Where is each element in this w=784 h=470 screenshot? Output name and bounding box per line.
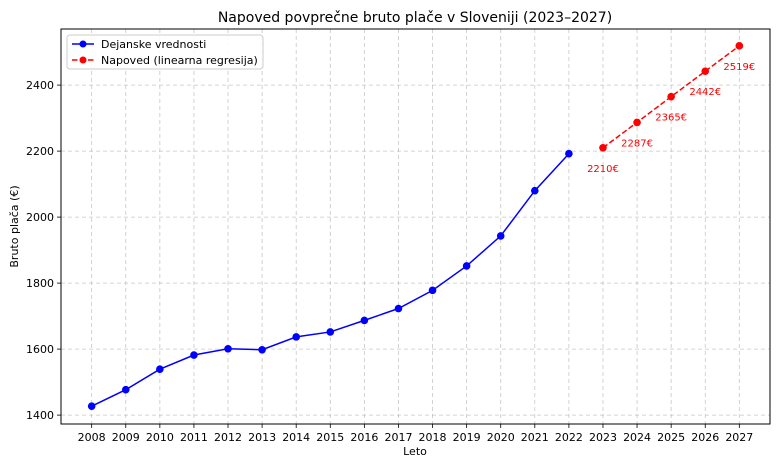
data-label: 2519€ bbox=[723, 62, 755, 73]
data-point bbox=[292, 333, 300, 341]
data-point bbox=[531, 186, 539, 195]
x-tick-label: 2024 bbox=[623, 431, 651, 444]
data-point bbox=[565, 149, 573, 158]
data-point bbox=[156, 365, 164, 374]
data-label: 2365€ bbox=[655, 113, 687, 124]
x-tick-label: 2022 bbox=[555, 431, 583, 444]
data-point bbox=[462, 262, 471, 270]
legend-marker-2 bbox=[79, 56, 87, 64]
data-point bbox=[496, 232, 505, 240]
data-point bbox=[121, 385, 130, 394]
y-tick-label: 1400 bbox=[26, 409, 54, 422]
plot-frame bbox=[60, 28, 771, 425]
data-point bbox=[190, 351, 198, 359]
data-point bbox=[428, 286, 437, 295]
x-tick-label: 2018 bbox=[419, 431, 447, 444]
series-layer: 2210€ 2287€ 2365€ 2442€ 2519€ bbox=[87, 42, 755, 410]
x-axis-ticks: 2008 2009 2010 2011 2012 2013 2014 2015 2016 2017… bbox=[78, 424, 753, 444]
x-tick-label: 2026 bbox=[691, 431, 719, 444]
x-tick-label: 2021 bbox=[521, 431, 549, 444]
data-label: 2210€ bbox=[587, 164, 619, 175]
x-tick-label: 2009 bbox=[112, 431, 140, 444]
data-point bbox=[394, 304, 403, 313]
x-tick-label: 2008 bbox=[78, 431, 106, 444]
y-axis-ticks: 1400 1600 1800 2000 2200 2400 bbox=[26, 79, 61, 422]
x-tick-label: 2019 bbox=[453, 431, 481, 444]
y-tick-label: 2400 bbox=[26, 79, 54, 92]
y-tick-label: 2200 bbox=[26, 145, 54, 158]
data-point bbox=[667, 92, 675, 101]
legend-label-2: Napoved (linearna regresija) bbox=[101, 54, 258, 67]
data-label: 2287€ bbox=[621, 138, 653, 149]
data-point bbox=[599, 143, 607, 152]
x-tick-label: 2013 bbox=[248, 431, 276, 444]
legend: Dejanske vrednosti Napoved (linearna regr… bbox=[66, 34, 264, 70]
legend-marker-1 bbox=[79, 40, 87, 48]
y-tick-label: 1600 bbox=[26, 343, 54, 356]
data-label: 2442€ bbox=[689, 87, 721, 98]
y-tick-label: 1800 bbox=[26, 277, 54, 290]
data-point bbox=[87, 402, 96, 410]
x-tick-label: 2020 bbox=[487, 431, 515, 444]
x-tick-label: 2010 bbox=[146, 431, 174, 444]
x-tick-label: 2025 bbox=[657, 431, 685, 444]
data-point bbox=[735, 42, 744, 50]
data-point bbox=[701, 67, 710, 76]
data-point bbox=[360, 316, 369, 325]
y-tick-label: 2000 bbox=[26, 211, 54, 224]
grid bbox=[61, 29, 770, 424]
x-tick-label: 2023 bbox=[589, 431, 617, 444]
data-point bbox=[258, 345, 266, 354]
data-point bbox=[224, 344, 232, 353]
x-tick-label: 2017 bbox=[384, 431, 412, 444]
x-tick-label: 2014 bbox=[282, 431, 310, 444]
data-point bbox=[633, 118, 641, 127]
chart-title: Napoved povprečne bruto plače v Slovenij… bbox=[218, 10, 612, 26]
x-tick-label: 2016 bbox=[350, 431, 378, 444]
x-tick-label: 2015 bbox=[316, 431, 344, 444]
y-axis-label: Bruto plača (€) bbox=[8, 185, 21, 267]
legend-box bbox=[66, 34, 264, 70]
x-tick-label: 2011 bbox=[180, 431, 208, 444]
x-tick-label: 2012 bbox=[214, 431, 242, 444]
data-point bbox=[326, 328, 335, 336]
legend-label-1: Dejanske vrednosti bbox=[101, 38, 206, 51]
x-axis-label: Leto bbox=[403, 445, 427, 458]
x-tick-label: 2027 bbox=[725, 431, 753, 444]
